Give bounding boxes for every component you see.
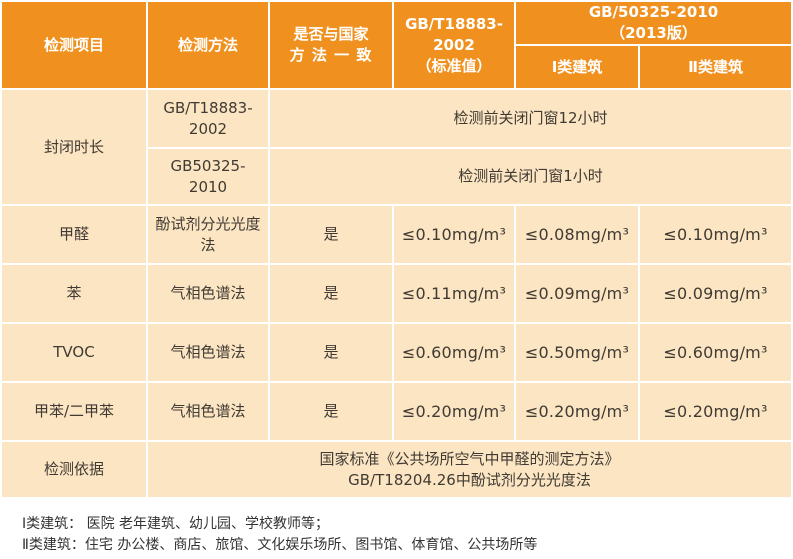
- header-cell-consistent: 是否与国家 方 法 一 致: [270, 2, 392, 88]
- class2-value: ≤0.60mg/m³: [663, 342, 768, 362]
- table-row-benzene: 苯 气相色谱法 是 ≤0.11mg/m³ ≤0.09mg/m³ ≤0.09mg/…: [2, 265, 792, 322]
- basis-line1: 国家标准《公共场所空气中甲醛的测定方法》: [319, 449, 620, 468]
- closure-method-gbt18883: GB/T18883-2002: [148, 90, 268, 147]
- class2-value: ≤0.10mg/m³: [663, 224, 768, 244]
- header-class1-label: Ⅰ类建筑: [551, 57, 603, 76]
- class2-value: ≤0.20mg/m³: [663, 401, 768, 421]
- header-gb50325-line2: （2013版）: [610, 24, 697, 42]
- header-cell-class2: Ⅱ类建筑: [640, 46, 792, 88]
- basis-value-cell: 国家标准《公共场所空气中甲醛的测定方法》 GB/T18204.26中酚试剂分光光…: [148, 442, 792, 497]
- consistent-cell: 是: [270, 324, 392, 381]
- closure-value-gbt18883: 检测前关闭门窗12小时: [270, 90, 792, 147]
- item-cell: 甲醛: [2, 206, 146, 263]
- method-cell: 气相色谱法: [148, 265, 268, 322]
- closure-row-1: 封闭时长 GB/T18883-2002 检测前关闭门窗12小时: [2, 90, 792, 204]
- header-consistent-line1: 是否与国家: [293, 25, 369, 43]
- gbt-value: ≤0.10mg/m³: [401, 224, 507, 244]
- table-row-toluene-xylene: 甲苯/二甲苯 气相色谱法 是 ≤0.20mg/m³ ≤0.20mg/m³ ≤0.…: [2, 383, 792, 440]
- header-row-2: Ⅰ类建筑 Ⅱ类建筑: [2, 46, 792, 88]
- class1-value: ≤0.09mg/m³: [524, 283, 630, 303]
- class1-value: ≤0.20mg/m³: [524, 401, 630, 421]
- header-consistent-line2: 方 法 一 致: [289, 46, 373, 64]
- method-cell: 酚试剂分光光度法: [148, 206, 268, 263]
- header-cell-test-item: 检测项目: [2, 2, 146, 88]
- gbt-value: ≤0.11mg/m³: [401, 283, 507, 303]
- closure-method-gb50325: GB50325-2010: [148, 149, 268, 204]
- basis-line2: GB/T18204.26中酚试剂分光光度法: [348, 470, 591, 489]
- class2-value: ≤0.09mg/m³: [663, 283, 768, 303]
- detection-standards-table: 检测项目 检测方法 是否与国家 方 法 一 致 GB/T18883-2002 （…: [0, 0, 793, 499]
- table-row-tvoc: TVOC 气相色谱法 是 ≤0.60mg/m³ ≤0.50mg/m³ ≤0.60…: [2, 324, 792, 381]
- header-class2-label: Ⅱ类建筑: [688, 57, 743, 76]
- header-test-item-label: 检测项目: [43, 35, 104, 54]
- header-cell-test-method: 检测方法: [148, 2, 268, 88]
- header-gbt18883-line2: （标准值）: [416, 56, 492, 75]
- note-class2: Ⅱ类建筑：住宅 办公楼、商店、旅馆、文化娱乐场所、图书馆、体育馆、公共场所等: [22, 537, 538, 553]
- consistent-cell: 是: [270, 383, 392, 440]
- header-row-1: 检测项目 检测方法 是否与国家 方 法 一 致 GB/T18883-2002 （…: [2, 2, 792, 88]
- consistent-cell: 是: [270, 206, 392, 263]
- note-class1: Ⅰ类建筑： 医院 老年建筑、幼儿园、学校教师等；: [22, 516, 330, 532]
- header-gbt18883-line1: GB/T18883-2002: [405, 14, 503, 54]
- consistent-cell: 是: [270, 265, 392, 322]
- gbt-value: ≤0.60mg/m³: [401, 342, 507, 362]
- closure-item-cell: 封闭时长: [2, 90, 146, 204]
- class1-value: ≤0.08mg/m³: [524, 224, 630, 244]
- header-gb50325-line1: GB/50325-2010: [588, 3, 719, 21]
- basis-item-cell: 检测依据: [2, 442, 146, 497]
- method-cell: 气相色谱法: [148, 324, 268, 381]
- header-cell-class1: Ⅰ类建筑: [516, 46, 638, 88]
- gbt-value: ≤0.20mg/m³: [401, 401, 507, 421]
- closure-row-2: GB50325-2010 检测前关闭门窗1小时: [2, 149, 792, 204]
- item-cell: 甲苯/二甲苯: [2, 383, 146, 440]
- item-cell: TVOC: [2, 324, 146, 381]
- header-test-method-label: 检测方法: [177, 35, 238, 54]
- item-cell: 苯: [2, 265, 146, 322]
- building-class-notes: Ⅰ类建筑： 医院 老年建筑、幼儿园、学校教师等； Ⅱ类建筑：住宅 办公楼、商店、…: [0, 499, 793, 556]
- closure-value-gb50325: 检测前关闭门窗1小时: [270, 149, 792, 204]
- basis-row: 检测依据 国家标准《公共场所空气中甲醛的测定方法》 GB/T18204.26中酚…: [2, 442, 792, 497]
- method-cell: 气相色谱法: [148, 383, 268, 440]
- class1-value: ≤0.50mg/m³: [524, 342, 630, 362]
- header-cell-gbt18883: GB/T18883-2002 （标准值）: [394, 2, 514, 88]
- header-cell-gb50325-group: GB/50325-2010 （2013版）: [516, 2, 792, 44]
- table-row-formaldehyde: 甲醛 酚试剂分光光度法 是 ≤0.10mg/m³ ≤0.08mg/m³ ≤0.1…: [2, 206, 792, 263]
